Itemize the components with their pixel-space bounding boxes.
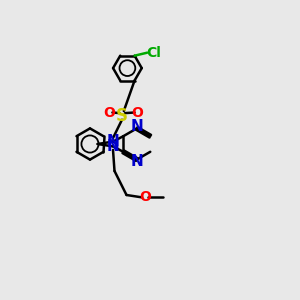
Text: O: O — [139, 190, 151, 204]
Text: S: S — [116, 107, 128, 125]
Text: O: O — [132, 106, 143, 119]
Text: O: O — [103, 106, 115, 119]
Text: N: N — [130, 154, 143, 169]
Text: N: N — [106, 134, 119, 149]
Text: N: N — [130, 119, 143, 134]
Text: N: N — [106, 139, 119, 154]
Text: Cl: Cl — [147, 46, 161, 60]
